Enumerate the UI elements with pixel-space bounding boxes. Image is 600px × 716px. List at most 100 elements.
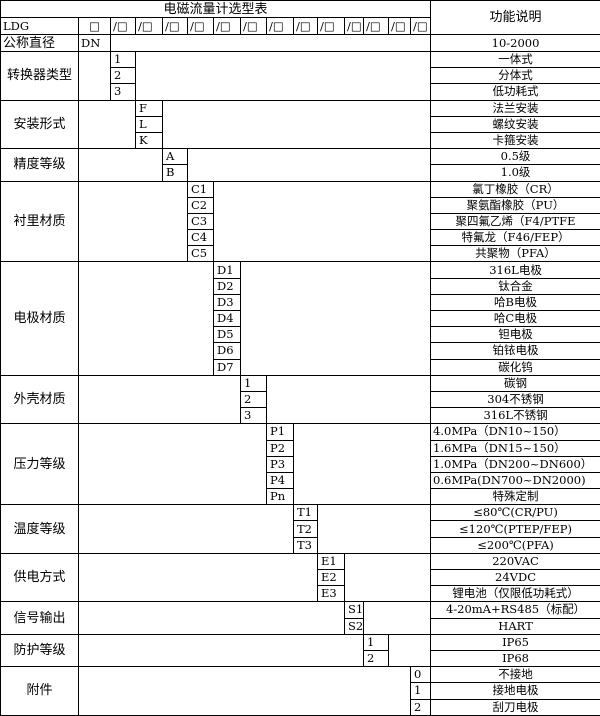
option-code: C4 bbox=[187, 229, 214, 247]
model-slot: /□ bbox=[187, 17, 214, 35]
option-code: 1 bbox=[240, 374, 267, 392]
option-code: S2 bbox=[344, 617, 364, 635]
table-row: C2 聚氨酯橡胶（PU） bbox=[1, 196, 600, 214]
model-slot: /□ bbox=[162, 17, 188, 35]
group-label: 精度等级 bbox=[0, 148, 79, 182]
option-code: 3 bbox=[240, 407, 267, 425]
blank-cell bbox=[78, 99, 136, 150]
option-function: 接地电极 bbox=[430, 682, 600, 700]
table-row: C5 共聚物（PFA） bbox=[1, 245, 600, 263]
option-code: D5 bbox=[213, 326, 241, 344]
table-row: 信号输出 S1 4-20mA+RS485（标配） bbox=[0, 601, 600, 635]
option-function: 1.0MPa（DN200~DN600） bbox=[430, 455, 600, 473]
blank-cell bbox=[265, 374, 432, 425]
option-code: T3 bbox=[293, 536, 318, 554]
blank-cell bbox=[186, 148, 432, 182]
option-function: 分体式 bbox=[430, 67, 600, 85]
table-row: E2 24VDC bbox=[1, 568, 600, 587]
option-code: D7 bbox=[213, 358, 241, 376]
model-slot: /□ bbox=[213, 17, 241, 35]
option-function: 共聚物（PFA） bbox=[430, 245, 600, 263]
option-function: 聚氨酯橡胶（PU） bbox=[430, 196, 600, 214]
model-slot: □ bbox=[78, 17, 111, 35]
group-label: 转换器类型 bbox=[0, 51, 79, 101]
option-function: 螺纹安装 bbox=[430, 115, 600, 133]
option-function: 1.6MPa（DN15~150） bbox=[430, 439, 600, 457]
option-code: E1 bbox=[317, 552, 345, 571]
option-function: IP65 bbox=[430, 633, 600, 651]
table-row: 温度等级 T1 ≤80℃(CR/PU) bbox=[0, 504, 600, 554]
group-label: 防护等级 bbox=[0, 633, 79, 668]
option-function: 304不锈钢 bbox=[430, 390, 600, 409]
option-function: 4-20mA+RS485（标配） bbox=[430, 601, 600, 619]
function-header: 功能说明 bbox=[430, 0, 600, 35]
model-slot: /□ bbox=[344, 17, 364, 35]
blank-cell bbox=[292, 423, 432, 506]
option-code: F bbox=[135, 99, 163, 117]
group-label: 信号输出 bbox=[0, 601, 79, 635]
blank-cell bbox=[78, 633, 364, 668]
option-function: 钛合金 bbox=[430, 277, 600, 295]
option-code: 2 bbox=[240, 390, 267, 409]
option-code: C3 bbox=[187, 212, 214, 231]
option-code: 3 bbox=[110, 83, 136, 101]
blank-cell bbox=[78, 423, 267, 506]
group-label: 压力等级 bbox=[0, 423, 79, 506]
option-function: 刮刀电极 bbox=[430, 698, 600, 716]
option-function: 一体式 bbox=[430, 50, 600, 69]
group-label: 温度等级 bbox=[0, 504, 79, 554]
option-function: 锂电池（仅限低功耗式） bbox=[430, 585, 600, 603]
model-slot: /□ bbox=[409, 17, 432, 35]
table-row: 外壳材质 1 碳钢 bbox=[0, 374, 600, 425]
option-code: P3 bbox=[266, 455, 294, 473]
blank-cell bbox=[109, 34, 432, 52]
blank-cell bbox=[78, 148, 163, 182]
option-function: ≤80℃(CR/PU) bbox=[430, 504, 600, 522]
group-label: 附件 bbox=[0, 666, 79, 716]
table-row: C3 聚四氟乙烯（F4/PTFE bbox=[1, 212, 600, 231]
model-slot: /□ bbox=[110, 17, 136, 35]
table-row: P3 1.0MPa（DN200~DN600） bbox=[1, 455, 600, 473]
blank-cell bbox=[343, 552, 432, 603]
option-function: HART bbox=[430, 617, 600, 635]
model-slot: /□ bbox=[388, 17, 411, 35]
option-code: S1 bbox=[344, 601, 364, 619]
option-code: C1 bbox=[187, 180, 214, 198]
option-code: D6 bbox=[213, 342, 241, 360]
model-slot: /□ bbox=[293, 17, 318, 35]
table-row: S2 HART bbox=[1, 617, 600, 635]
table-row: T3 ≤200℃(PFA) bbox=[1, 536, 600, 554]
option-code: 2 bbox=[409, 698, 432, 716]
blank-cell bbox=[134, 51, 432, 101]
option-function: 卡箍安装 bbox=[430, 131, 600, 150]
table-row: 3 316L不锈钢 bbox=[1, 407, 600, 425]
option-code: E3 bbox=[317, 585, 345, 603]
table-row: 3 低功耗式 bbox=[1, 83, 600, 101]
option-code: D3 bbox=[213, 293, 241, 312]
option-function: 316L不锈钢 bbox=[430, 407, 600, 425]
group-label: 衬里材质 bbox=[0, 180, 79, 263]
option-code: 2 bbox=[110, 67, 136, 85]
model-slot: /□ bbox=[135, 17, 163, 35]
option-code: C5 bbox=[187, 245, 214, 263]
option-function: 氯丁橡胶（CR） bbox=[430, 180, 600, 198]
blank-cell bbox=[239, 261, 432, 376]
table-row: 衬里材质 C1 氯丁橡胶（CR） bbox=[0, 180, 600, 263]
group-label: 外壳材质 bbox=[0, 374, 79, 425]
model-prefix: LDG bbox=[0, 17, 79, 35]
option-function: 0.5级 bbox=[430, 148, 600, 166]
option-code: 0 bbox=[409, 666, 432, 684]
blank-cell bbox=[78, 666, 411, 716]
table-title: 电磁流量计选型表 bbox=[0, 0, 432, 18]
table-row: B 1.0级 bbox=[1, 164, 600, 182]
option-code: T1 bbox=[293, 504, 318, 522]
table-row: 电极材质 D1 316L电极 bbox=[0, 261, 600, 376]
model-slot: /□ bbox=[240, 17, 267, 35]
group-label: 电极材质 bbox=[0, 261, 79, 376]
option-code: 1 bbox=[363, 633, 389, 651]
option-code: D2 bbox=[213, 277, 241, 295]
table-row: E3 锂电池（仅限低功耗式） bbox=[1, 585, 600, 603]
option-function: 316L电极 bbox=[430, 261, 600, 279]
option-function: 220VAC bbox=[430, 552, 600, 571]
nominal-function: 10-2000 bbox=[430, 34, 600, 52]
